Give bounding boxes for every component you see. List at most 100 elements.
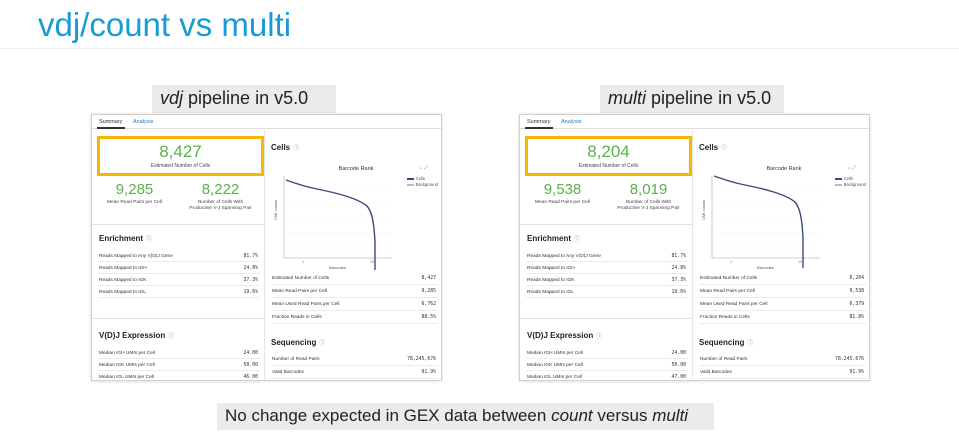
tab-analysis[interactable]: Analysis: [561, 119, 582, 125]
enrichment-title-text: Enrichment: [527, 234, 572, 243]
enrichment-key: Reads Mapped to Any V(D)J Gene: [527, 254, 601, 259]
left-column: 8,427 Estimated Number of Cells 9,285 Me…: [92, 130, 265, 383]
info-icon[interactable]: ⓘ: [168, 334, 175, 340]
info-icon[interactable]: ⓘ: [596, 334, 603, 340]
productive-cells-label-1: Number of Cells With: [625, 200, 672, 205]
cells-value: 6,762: [421, 302, 436, 307]
vdj-key: Median IGL UMIs per Cell: [99, 375, 155, 380]
vdj-row: Median IGL UMIs per Cell 47.00: [526, 372, 688, 383]
x-tick-1: 1: [730, 260, 732, 264]
vdj-summary-panel: Summary Analysis 8,427 Estimated Number …: [91, 114, 442, 383]
info-icon[interactable]: ⓘ: [574, 237, 581, 243]
mean-reads-label: Mean Read Pairs per Cell: [107, 200, 162, 205]
slide-title: vdj/count vs multi: [38, 6, 292, 43]
tab-summary[interactable]: Summary: [99, 119, 123, 125]
cells-value: 8,427: [421, 276, 436, 281]
divider: [92, 224, 264, 225]
grid-lines: [284, 187, 392, 249]
sequencing-value: 91.9%: [421, 370, 436, 375]
barcode-rank-chart: Barcode Rank ⌂ ⤢ Cells Background UMI co…: [272, 158, 440, 270]
enrichment-row: Reads Mapped to IGL 19.6%: [98, 287, 260, 298]
cells-curve: [713, 175, 804, 268]
cells-value: 88.5%: [421, 315, 436, 320]
mean-reads-value: 9,285: [115, 181, 154, 198]
caption-multi-italic: multi: [608, 88, 647, 108]
estimated-cells-value: 8,427: [159, 142, 202, 161]
sequencing-key: Valid Barcodes: [700, 370, 732, 375]
legend-background-swatch: [834, 184, 842, 186]
enrichment-value: 19.6%: [243, 290, 258, 295]
cells-value: 9,285: [421, 289, 436, 294]
enrichment-key: Reads Mapped to IGH: [527, 266, 575, 271]
tab-bar: Summary Analysis: [520, 115, 869, 129]
caption-multi-rest: pipeline in v5.0: [646, 88, 772, 108]
enrichment-key: Reads Mapped to IGK: [527, 278, 575, 283]
bottom-pre: No change expected in GEX data between: [225, 406, 552, 425]
legend-cells-swatch: [834, 178, 842, 180]
enrichment-key: Reads Mapped to IGH: [99, 266, 147, 271]
chart-toolbar-icons[interactable]: ⌂ ⤢: [847, 165, 856, 171]
legend-background-label: Background: [415, 182, 438, 187]
x-tick-1: 1: [302, 260, 304, 264]
vdj-key: Median IGL UMIs per Cell: [527, 375, 583, 380]
estimated-cells-card: 8,204 Estimated Number of Cells: [525, 136, 692, 176]
x-tick-10k: 10k: [798, 260, 804, 264]
sequencing-value: 78,245,676: [407, 357, 436, 362]
sequencing-value: 78,245,676: [835, 357, 864, 362]
sequencing-title-text: Sequencing: [699, 338, 745, 347]
chart-toolbar-icons[interactable]: ⌂ ⤢: [419, 165, 428, 171]
vdj-key: Median IGH UMIs per Cell: [527, 351, 583, 356]
mean-reads-value: 9,538: [543, 181, 582, 198]
estimated-cells-card: 8,427 Estimated Number of Cells: [97, 136, 264, 176]
legend-background-swatch: [406, 184, 414, 186]
vdj-key: Median IGK UMIs per Cell: [527, 363, 583, 368]
productive-cells-metric: 8,019 Number of Cells With Productive V-…: [606, 182, 691, 212]
cells-row: Fraction Reads in Cells 88.5%: [271, 312, 438, 324]
barcode-rank-chart: Barcode Rank ⌂ ⤢ Cells Background UMI co…: [700, 158, 868, 270]
info-icon[interactable]: ⓘ: [293, 146, 300, 152]
sequencing-value: 91.9%: [849, 370, 864, 375]
caption-vdj-italic: vdj: [160, 88, 184, 108]
cells-title-text: Cells: [271, 143, 291, 152]
cells-row: Mean Used Read Pairs per Cell 6,379: [699, 299, 866, 311]
enrichment-value: 37.3%: [243, 278, 258, 283]
cells-row: Mean Read Pairs per Cell 9,285: [271, 286, 438, 298]
enrichment-key: Reads Mapped to IGL: [527, 290, 574, 295]
cells-value: 9,538: [849, 289, 864, 294]
info-icon[interactable]: ⓘ: [721, 146, 728, 152]
cells-row: Estimated Number of Cells 8,204: [699, 273, 866, 285]
enrichment-row: Reads Mapped to IGH 24.8%: [526, 263, 688, 274]
cells-title: Cells ⓘ: [699, 143, 727, 152]
enrichment-title: Enrichment ⓘ: [527, 234, 580, 243]
chart-title: Barcode Rank: [338, 166, 374, 172]
cells-row: Mean Used Read Pairs per Cell 6,762: [271, 299, 438, 311]
enrichment-row: Reads Mapped to IGK 37.3%: [98, 275, 260, 286]
cells-key: Mean Read Pairs per Cell: [700, 289, 755, 294]
cells-key: Fraction Reads in Cells: [272, 315, 322, 320]
info-icon[interactable]: ⓘ: [146, 237, 153, 243]
sequencing-row: Valid Barcodes 91.9%: [271, 367, 438, 379]
enrichment-value: 24.8%: [243, 266, 258, 271]
cells-key: Mean Read Pairs per Cell: [272, 289, 327, 294]
info-icon[interactable]: ⓘ: [319, 341, 326, 347]
cells-row: Fraction Reads in Cells 81.8%: [699, 312, 866, 324]
vdj-key: Median IGK UMIs per Cell: [99, 363, 155, 368]
info-icon[interactable]: ⓘ: [747, 341, 754, 347]
enrichment-key: Reads Mapped to IGK: [99, 278, 147, 283]
enrichment-row: Reads Mapped to Any V(D)J Gene 81.7%: [526, 251, 688, 262]
vdj-expression-title: V(D)J Expression ⓘ: [527, 331, 602, 340]
enrichment-value: 81.7%: [243, 254, 258, 259]
cells-row: Mean Read Pairs per Cell 9,538: [699, 286, 866, 298]
sequencing-row: Valid Barcodes 91.9%: [699, 367, 866, 379]
sequencing-key: Number of Read Pairs: [700, 357, 748, 362]
enrichment-row: Reads Mapped to Any V(D)J Gene 81.7%: [98, 251, 260, 262]
enrichment-row: Reads Mapped to IGH 24.8%: [98, 263, 260, 274]
tab-analysis[interactable]: Analysis: [133, 119, 154, 125]
chart-legend: Cells Background: [834, 176, 866, 188]
tab-active-indicator: [97, 127, 125, 129]
cells-title: Cells ⓘ: [271, 143, 299, 152]
multi-summary-panel: Summary Analysis 8,204 Estimated Number …: [519, 114, 870, 383]
enrichment-title-text: Enrichment: [99, 234, 144, 243]
tab-summary[interactable]: Summary: [527, 119, 551, 125]
caption-multi: multi pipeline in v5.0: [600, 85, 784, 113]
